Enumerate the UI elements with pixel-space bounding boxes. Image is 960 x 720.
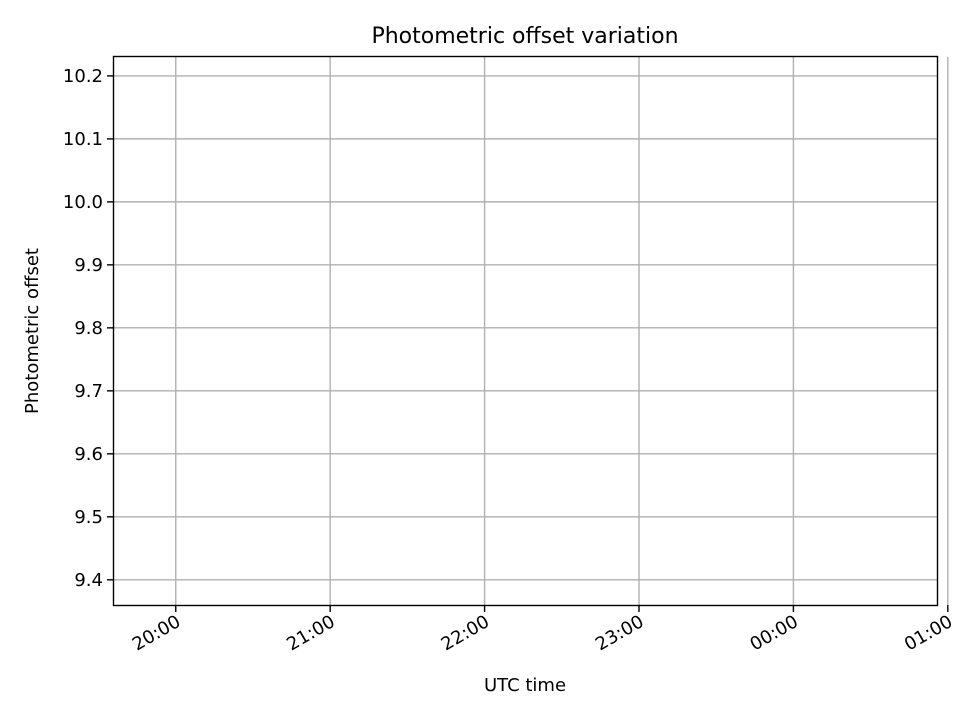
x-tick-label: 00:00 bbox=[746, 611, 801, 655]
y-axis-label: Photometric offset bbox=[22, 248, 43, 414]
x-tick-label: 22:00 bbox=[438, 611, 493, 655]
y-tick-label: 9.7 bbox=[74, 381, 103, 402]
y-tick-label: 9.6 bbox=[74, 444, 103, 465]
grid bbox=[114, 57, 949, 605]
y-tick-label: 9.5 bbox=[74, 507, 103, 528]
plot-frame bbox=[112, 55, 939, 607]
y-tick-label: 10.2 bbox=[63, 66, 103, 87]
x-tick-label: 21:00 bbox=[283, 611, 338, 655]
y-tick-label: 10.0 bbox=[63, 192, 103, 213]
y-tick-label: 10.1 bbox=[63, 129, 103, 150]
chart-title: Photometric offset variation bbox=[371, 24, 678, 49]
y-tick-label: 9.8 bbox=[74, 318, 103, 339]
x-tick-label: 23:00 bbox=[592, 611, 647, 655]
y-tick-label: 9.9 bbox=[74, 255, 103, 276]
x-axis-label: UTC time bbox=[484, 675, 566, 696]
x-axis: 20:0021:0022:0023:0000:0001:0002:0003:00… bbox=[129, 605, 956, 655]
y-axis: 9.4 9.5 9.6 9.7 9.8 9.9 10.0 10.1 10.2 bbox=[63, 66, 114, 591]
x-tick-label: 20:00 bbox=[129, 611, 184, 655]
y-tick-label: 9.4 bbox=[74, 570, 103, 591]
x-tick-label: 01:00 bbox=[901, 611, 956, 655]
